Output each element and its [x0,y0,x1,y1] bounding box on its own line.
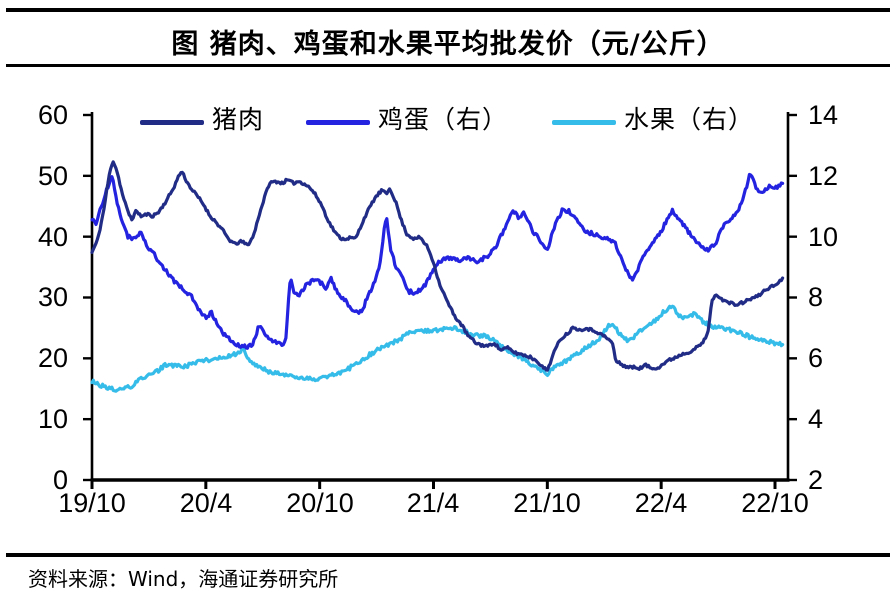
legend-swatch-egg [306,120,370,125]
right-axis-tick-label: 12 [808,161,839,191]
x-axis-tick-label: 21/10 [513,488,581,518]
series-line-pork [90,160,785,372]
right-axis-tick-label: 4 [808,404,824,434]
left-axis-tick-label: 0 [52,465,68,495]
top-rule [6,8,890,12]
left-axis-tick-label: 10 [37,404,68,434]
right-axis-tick-label: 10 [808,222,839,252]
legend-label-egg: 鸡蛋（右） [378,105,509,134]
x-axis-tick-label: 19/10 [58,488,126,518]
right-axis-tick-label: 2 [808,465,824,495]
y-axes [90,112,790,480]
source-note: 资料来源：Wind，海通证券研究所 [28,567,339,591]
legend-swatch-fruit [552,120,616,125]
legend-swatch-pork [140,120,204,125]
left-axis-tick-label: 20 [37,343,68,373]
left-axis-tick-label: 60 [37,100,68,130]
bottom-rule [6,553,890,557]
series-line-egg [90,172,785,350]
right-axis-tick-label: 6 [808,343,824,373]
legend-label-pork: 猪肉 [212,105,265,134]
series-line-fruit [90,304,785,393]
right-axis-tick-label: 8 [808,282,824,312]
x-axis-tick-label: 20/10 [286,488,354,518]
x-axis-tick-label: 22/10 [741,488,809,518]
figure-title: 图 猪肉、鸡蛋和水果平均批发价（元/公斤） [171,29,725,60]
left-axis-tick-label: 30 [37,282,68,312]
title-divider-rule [6,64,890,67]
x-axis-tick-label: 21/4 [406,488,460,518]
left-axis-tick-label: 50 [37,161,68,191]
right-axis-tick-label: 14 [808,100,839,130]
legend-label-fruit: 水果（右） [624,105,755,134]
x-axis-tick-label: 22/4 [634,488,688,518]
left-axis-tick-label: 40 [37,222,68,252]
x-axis-tick-label: 20/4 [179,488,233,518]
